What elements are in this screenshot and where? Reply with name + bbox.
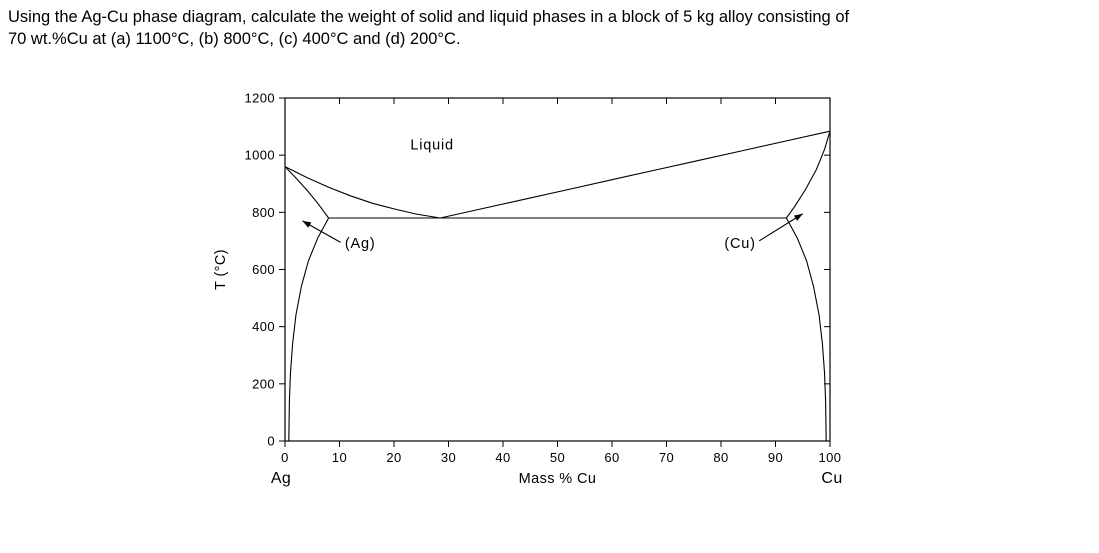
y-tick-label: 600 (252, 262, 275, 277)
annotation-ag-label: (Ag) (345, 236, 376, 252)
annotation-arrowhead (302, 220, 312, 228)
annotation-cu-label: (Cu) (724, 236, 755, 252)
x-tick-label: 70 (659, 450, 674, 465)
x-tick-label: 40 (495, 450, 510, 465)
y-tick-label: 1000 (244, 148, 275, 163)
x-tick-label: 100 (819, 450, 842, 465)
annotation-arrowhead (793, 213, 803, 221)
y-axis-label: T (°C) (213, 249, 229, 290)
x-axis-label: Mass % Cu (519, 471, 597, 487)
x-tick-label: 80 (713, 450, 728, 465)
question-text: Using the Ag-Cu phase diagram, calculate… (8, 6, 849, 50)
question-line-1: Using the Ag-Cu phase diagram, calculate… (8, 8, 850, 26)
phase-diagram: 0 10 20 30 40 50 60 70 80 90 100 0 200 400 600 800 1000 1… (195, 86, 855, 501)
x-tick-label: 10 (332, 450, 347, 465)
x-tick-label: 90 (768, 450, 783, 465)
y-tick-label: 800 (252, 205, 275, 220)
x-tick-label: 30 (441, 450, 456, 465)
annotation-liquid-label: Liquid (410, 137, 454, 153)
y-tick-label: 1200 (244, 91, 275, 106)
curve-solvus-right (785, 217, 827, 442)
curve-solidus-right (785, 131, 831, 219)
phase-diagram-svg: 0 10 20 30 40 50 60 70 80 90 100020040060080010001… (213, 91, 842, 488)
curve-solvus-left (288, 217, 330, 442)
x-tick-label: 0 (281, 450, 289, 465)
x-tick-label: 60 (604, 450, 619, 465)
y-tick-label: 400 (252, 319, 275, 334)
curve-solidus-left (284, 166, 330, 219)
x-tick-label: 50 (550, 450, 565, 465)
curve-liquidus-right (440, 130, 831, 219)
y-tick-label: 200 (252, 376, 275, 391)
annotation-arrow (758, 213, 804, 242)
x-tick-label: 20 (386, 450, 401, 465)
curve-liquidus-left (284, 166, 441, 219)
y-tick-label: 0 (267, 434, 275, 449)
x-axis-right-end-label: Cu (821, 470, 842, 487)
question-line-2: 70 wt.%Cu at (a) 1100°C, (b) 800°C, (c) … (8, 30, 461, 48)
x-axis-left-end-label: Ag (271, 470, 291, 487)
